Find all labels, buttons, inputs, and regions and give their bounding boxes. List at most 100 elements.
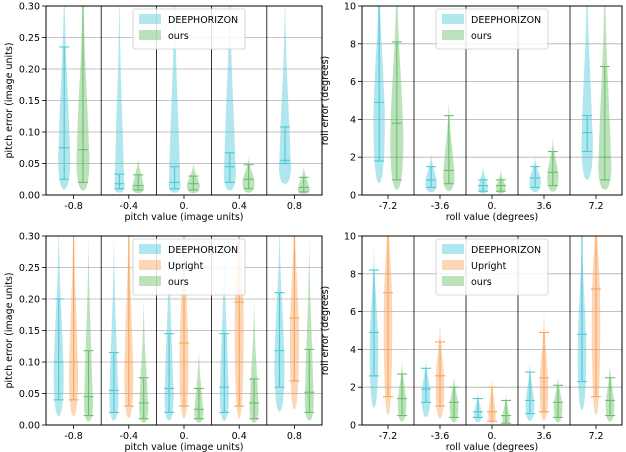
y-tick-label: 0.00 xyxy=(19,191,40,202)
legend-label: ours xyxy=(471,31,492,42)
y-tick-label: 2 xyxy=(350,383,356,394)
y-tick-label: 0.05 xyxy=(19,159,40,170)
x-tick-label: -0.4 xyxy=(120,431,139,442)
y-tick-label: 0.30 xyxy=(19,232,40,243)
violin-deephorizon xyxy=(109,236,119,421)
y-tick-label: 0.10 xyxy=(19,358,40,369)
panel-2: 0 2 4 6 8 10 -7.2 -3.6 0. 3.6 7.2 roll value (degre… xyxy=(320,2,623,223)
legend-box xyxy=(435,8,549,50)
y-tick-label: 8 xyxy=(350,269,356,280)
legend: DEEPHORIZON ours xyxy=(435,8,549,50)
y-tick-label: 10 xyxy=(344,2,356,13)
x-axis-label: pitch value (image units) xyxy=(124,212,243,223)
y-tick-label: 4 xyxy=(350,345,356,356)
panel-3: 0.00 0.05 0.10 0.15 0.20 0.25 0.30 -0.8 -0.4 0. 0.… xyxy=(4,232,323,452)
legend-label: ours xyxy=(168,277,189,288)
legend-label: DEEPHORIZON xyxy=(168,245,238,256)
y-tick-label: 0.25 xyxy=(19,263,40,274)
x-tick-label: 7.2 xyxy=(588,431,603,442)
y-axis-label: roll error (degrees) xyxy=(320,56,331,145)
violins xyxy=(58,6,310,194)
legend-swatch-ours xyxy=(442,30,464,40)
legend-swatch-ours xyxy=(442,276,464,286)
y-tick-label: 0.05 xyxy=(19,389,40,400)
legend: DEEPHORIZON ours xyxy=(132,8,246,50)
legend-swatch-deephorizon xyxy=(442,14,464,24)
x-tick-label: 0. xyxy=(179,431,188,442)
y-tick-label: 0.20 xyxy=(19,65,40,76)
x-tick-label: -0.8 xyxy=(64,201,83,212)
y-axis-label: roll error (degrees) xyxy=(320,286,331,375)
legend-swatch-ours xyxy=(139,30,161,40)
x-tick-label: -3.6 xyxy=(431,431,450,442)
y-tick-label: 0.25 xyxy=(19,33,40,44)
violin-ours xyxy=(194,349,204,423)
legend-label: DEEPHORIZON xyxy=(168,15,238,26)
y-tick-label: 0 xyxy=(350,421,356,432)
violin-deephorizon xyxy=(279,6,292,184)
violin-deephorizon xyxy=(114,6,125,193)
violin-deephorizon xyxy=(164,236,174,421)
violin-ours xyxy=(249,299,259,423)
x-tick-label: -0.8 xyxy=(64,431,83,442)
x-tick-label: 0. xyxy=(487,431,496,442)
violin-deephorizon xyxy=(223,6,236,191)
y-tick-label: 0 xyxy=(350,191,356,202)
violins xyxy=(373,6,612,194)
y-tick-label: 6 xyxy=(350,77,356,88)
y-tick-label: 8 xyxy=(350,39,356,50)
legend-label: Upright xyxy=(168,261,204,272)
x-tick-label: 0.4 xyxy=(232,431,247,442)
y-tick-label: 0.15 xyxy=(19,96,40,107)
y-tick-label: 0.15 xyxy=(19,326,40,337)
legend-swatch-upright xyxy=(442,260,464,270)
y-axis-label: pitch error (image units) xyxy=(4,42,15,158)
legend-label: ours xyxy=(471,277,492,288)
x-tick-label: -3.6 xyxy=(431,201,450,212)
violin-ours xyxy=(304,236,314,421)
legend-swatch-deephorizon xyxy=(139,14,161,24)
x-tick-label: 0.8 xyxy=(287,201,302,212)
x-tick-label: -0.4 xyxy=(120,201,139,212)
legend-label: Upright xyxy=(471,261,507,272)
x-tick-label: 3.6 xyxy=(536,201,551,212)
x-tick-label: 0. xyxy=(179,201,188,212)
y-axis-label: pitch error (image units) xyxy=(4,272,15,388)
legend-swatch-ours xyxy=(139,276,161,286)
x-axis-label: roll value (degrees) xyxy=(446,212,538,223)
legend-box xyxy=(132,8,246,50)
y-tick-label: 4 xyxy=(350,115,356,126)
y-tick-label: 0.10 xyxy=(19,128,40,139)
x-axis-label: roll value (degrees) xyxy=(446,442,538,452)
violin-deephorizon xyxy=(581,6,593,180)
x-tick-label: -7.2 xyxy=(379,201,398,212)
legend-swatch-upright xyxy=(139,260,161,270)
y-tick-label: 0.00 xyxy=(19,421,40,432)
y-tick-label: 2 xyxy=(350,153,356,164)
violin-deephorizon xyxy=(219,236,229,421)
panel-1: 0.00 0.05 0.10 0.15 0.20 0.25 0.30 -0.8 -0.4 0. 0.… xyxy=(4,2,323,223)
x-tick-label: -7.2 xyxy=(379,431,398,442)
legend-box xyxy=(435,238,549,296)
legend-swatch-deephorizon xyxy=(442,244,464,254)
violin-ours xyxy=(83,236,94,422)
violin-deephorizon xyxy=(168,6,181,193)
legend-swatch-deephorizon xyxy=(139,244,161,254)
x-axis-label: pitch value (image units) xyxy=(124,442,243,452)
legend-box xyxy=(132,238,246,296)
legend-label: DEEPHORIZON xyxy=(471,245,541,256)
legend: DEEPHORIZON Upright ours xyxy=(132,238,246,296)
y-tick-label: 0.30 xyxy=(19,2,40,13)
x-tick-label: 0. xyxy=(487,201,496,212)
x-tick-label: 7.2 xyxy=(588,201,603,212)
y-tick-label: 10 xyxy=(344,232,356,243)
y-tick-label: 6 xyxy=(350,307,356,318)
legend-label: DEEPHORIZON xyxy=(471,15,541,26)
y-tick-label: 0.20 xyxy=(19,295,40,306)
violins xyxy=(368,236,616,425)
x-tick-label: 3.6 xyxy=(536,431,551,442)
legend-label: ours xyxy=(168,31,189,42)
panel-4: 0 2 4 6 8 10 -7.2 -3.6 0. 3.6 7.2 roll value (degre… xyxy=(320,232,623,452)
legend: DEEPHORIZON Upright ours xyxy=(435,238,549,296)
